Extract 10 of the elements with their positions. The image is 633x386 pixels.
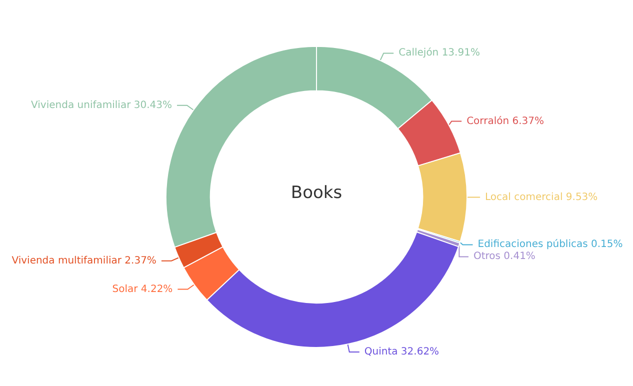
slice-label: Vivienda unifamiliar 30.43% [31, 100, 172, 111]
slice-label: Callejón 13.91% [398, 48, 480, 59]
slice-label: Local comercial 9.53% [485, 192, 598, 203]
slice-label: Corralón 6.37% [466, 116, 544, 127]
slice-label: Otros 0.41% [473, 251, 536, 262]
slice-label: Solar 4.22% [112, 284, 173, 295]
text: Books [290, 183, 342, 203]
slice-label: Edificaciones públicas 0.15% [478, 239, 623, 250]
slice-label: Vivienda multifamiliar 2.37% [12, 255, 156, 266]
slice-label: Quinta 32.62% [364, 346, 440, 358]
